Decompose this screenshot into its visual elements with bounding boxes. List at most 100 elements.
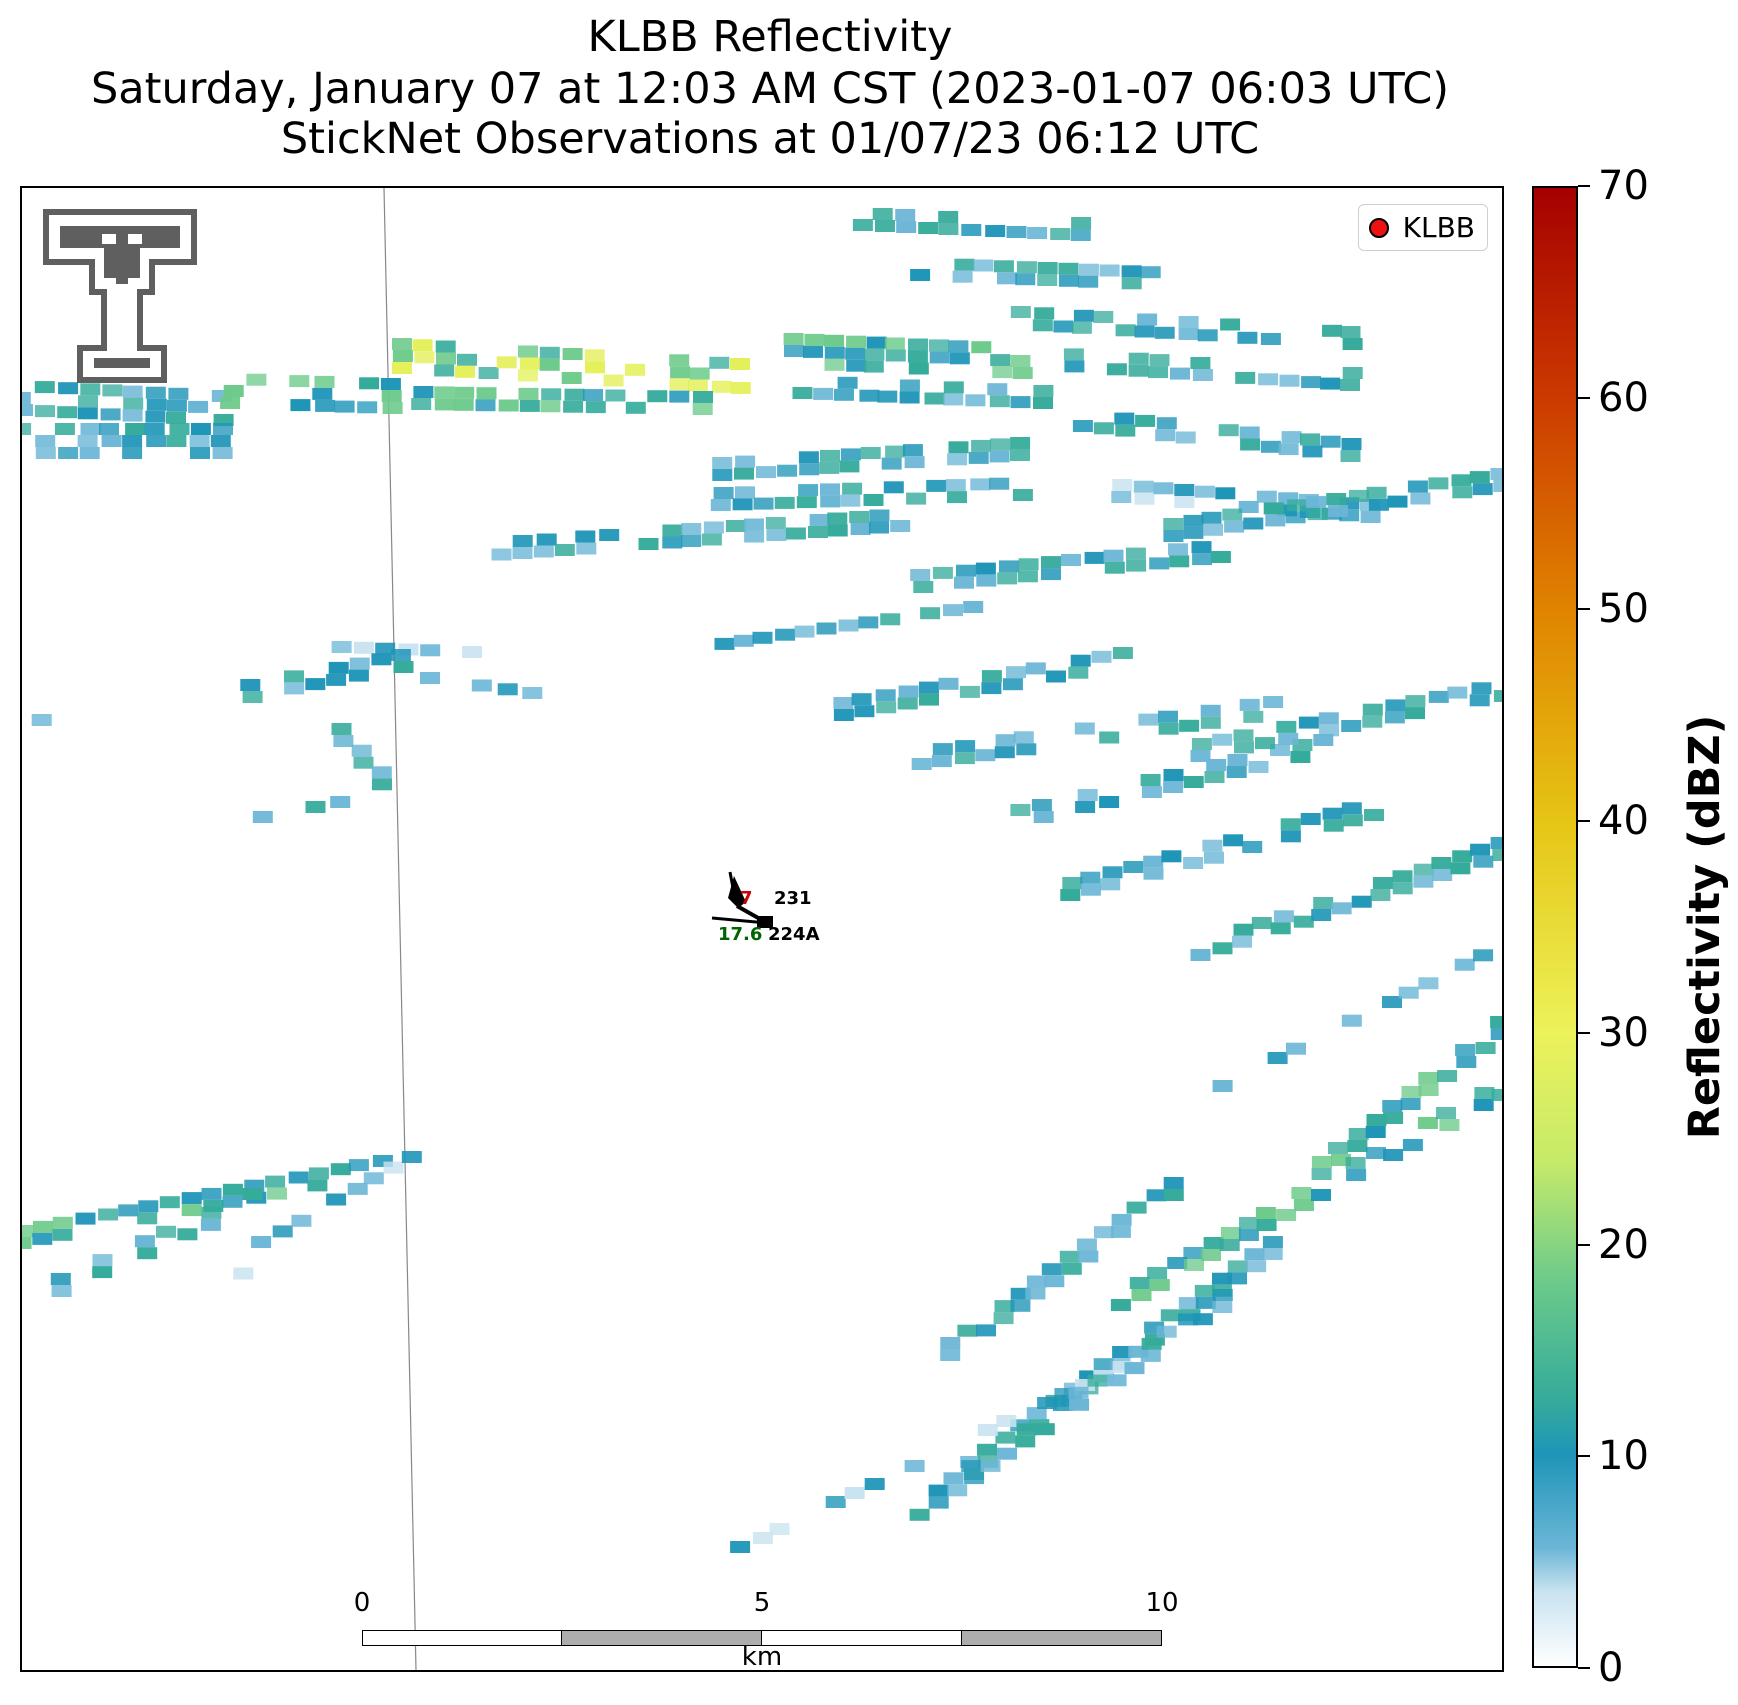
reflectivity-gate: [971, 439, 992, 452]
reflectivity-gate: [497, 683, 518, 696]
reflectivity-gate: [839, 460, 860, 473]
reflectivity-gate: [1078, 263, 1099, 276]
reflectivity-gate: [994, 746, 1015, 759]
colorbar-tick-label: 40: [1598, 798, 1649, 845]
reflectivity-gate: [265, 1175, 286, 1188]
reflectivity-gate: [1032, 319, 1053, 332]
reflectivity-gate: [1190, 750, 1211, 762]
reflectivity-gate: [1146, 1189, 1167, 1202]
reflectivity-gate: [77, 435, 98, 447]
reflectivity-gate: [347, 1182, 368, 1195]
reflectivity-gate: [498, 399, 519, 412]
reflectivity-gate: [1111, 1213, 1132, 1226]
reflectivity-gate: [837, 376, 858, 389]
reflectivity-gate: [995, 1431, 1016, 1444]
reflectivity-gate: [22, 1225, 34, 1237]
reflectivity-gate: [1473, 949, 1494, 962]
reflectivity-gate: [1059, 1250, 1080, 1263]
reflectivity-gate: [1017, 570, 1038, 583]
reflectivity-gate: [816, 622, 837, 635]
reflectivity-gate: [693, 391, 713, 403]
reflectivity-gate: [864, 348, 885, 361]
reflectivity-gate: [289, 375, 310, 388]
reflectivity-gate: [1255, 1207, 1276, 1219]
reflectivity-gate: [1401, 1086, 1422, 1098]
reflectivity-gate: [1006, 226, 1027, 238]
reflectivity-gate: [22, 423, 32, 435]
reflectivity-gate: [959, 685, 980, 698]
reflectivity-gate: [1346, 1169, 1367, 1181]
reflectivity-gate: [77, 407, 98, 420]
reflectivity-gate: [146, 435, 167, 447]
reflectivity-gate: [1366, 1114, 1387, 1126]
reflectivity-gate: [159, 1196, 180, 1209]
reflectivity-gate: [1270, 922, 1291, 935]
reflectivity-gate: [1239, 426, 1260, 439]
reflectivity-gate: [1341, 438, 1362, 450]
reflectivity-gate: [314, 375, 335, 388]
reflectivity-gate: [1068, 666, 1089, 679]
reflectivity-gate: [854, 705, 875, 718]
reflectivity-gate: [1436, 1107, 1456, 1119]
reflectivity-gate: [1163, 518, 1184, 530]
sticknet-station-plot[interactable]: 7 231 17.6 224A: [702, 868, 852, 978]
reflectivity-gate: [883, 481, 904, 494]
colorbar-tick: [1578, 1455, 1590, 1458]
reflectivity-gate: [290, 399, 311, 412]
reflectivity-gate: [783, 333, 804, 345]
colorbar-tick: [1578, 820, 1590, 823]
colorbar-tick-label: 10: [1598, 1433, 1649, 1480]
reflectivity-gate: [996, 1415, 1017, 1427]
reflectivity-gate: [122, 447, 143, 459]
reflectivity-gate: [1013, 731, 1034, 744]
radar-map[interactable]: KLBB 7 231 17.6 224A 0 5 10 km: [20, 186, 1504, 1672]
reflectivity-gate: [1237, 331, 1258, 344]
reflectivity-gate: [220, 397, 241, 409]
reflectivity-gate: [1490, 1016, 1502, 1028]
reflectivity-gate: [869, 521, 889, 534]
reflectivity-gate: [1202, 839, 1223, 852]
reflectivity-gate: [190, 423, 211, 435]
reflectivity-gate: [284, 682, 305, 695]
reflectivity-gate: [233, 1267, 254, 1280]
reflectivity-gate: [1143, 867, 1164, 880]
reflectivity-gate: [1451, 474, 1472, 487]
reflectivity-gate: [1302, 445, 1323, 458]
reflectivity-gate: [382, 402, 403, 414]
reflectivity-gate: [938, 223, 959, 235]
reflectivity-gate: [330, 1163, 351, 1176]
reflectivity-gate: [1234, 741, 1254, 754]
reflectivity-gate: [931, 755, 952, 768]
reflectivity-gate: [1342, 338, 1363, 350]
reflectivity-gate: [926, 479, 947, 492]
reflectivity-gate: [1037, 1397, 1058, 1409]
reflectivity-gate: [1251, 917, 1272, 929]
reflectivity-gate: [1322, 324, 1342, 337]
reflectivity-gate: [885, 349, 906, 362]
reflectivity-gate: [1100, 878, 1121, 891]
reflectivity-gate: [929, 351, 950, 364]
reflectivity-gate: [859, 389, 880, 402]
reflectivity-gate: [910, 569, 931, 581]
reflectivity-gate: [851, 693, 872, 706]
reflectivity-gate: [1080, 883, 1101, 896]
reflectivity-gate: [899, 391, 920, 404]
reflectivity-gate: [1062, 877, 1083, 889]
reflectivity-gate: [331, 723, 352, 735]
reflectivity-gate: [860, 447, 881, 459]
reflectivity-gate: [1071, 217, 1092, 229]
reflectivity-gate: [1175, 431, 1196, 444]
reflectivity-gate: [1313, 734, 1334, 746]
reflectivity-gate: [348, 669, 369, 682]
reflectivity-gate: [1220, 318, 1241, 331]
reflectivity-gate: [1134, 492, 1155, 505]
reflectivity-gate: [803, 345, 823, 358]
reflectivity-gate: [1195, 1296, 1216, 1309]
reflectivity-gate: [1052, 1399, 1073, 1411]
reflectivity-gate: [948, 441, 969, 454]
reflectivity-gate: [1405, 695, 1426, 708]
reflectivity-gate: [669, 390, 690, 403]
reflectivity-gate: [1260, 333, 1281, 345]
reflectivity-gate: [827, 512, 848, 525]
reflectivity-gate: [1246, 1260, 1267, 1273]
